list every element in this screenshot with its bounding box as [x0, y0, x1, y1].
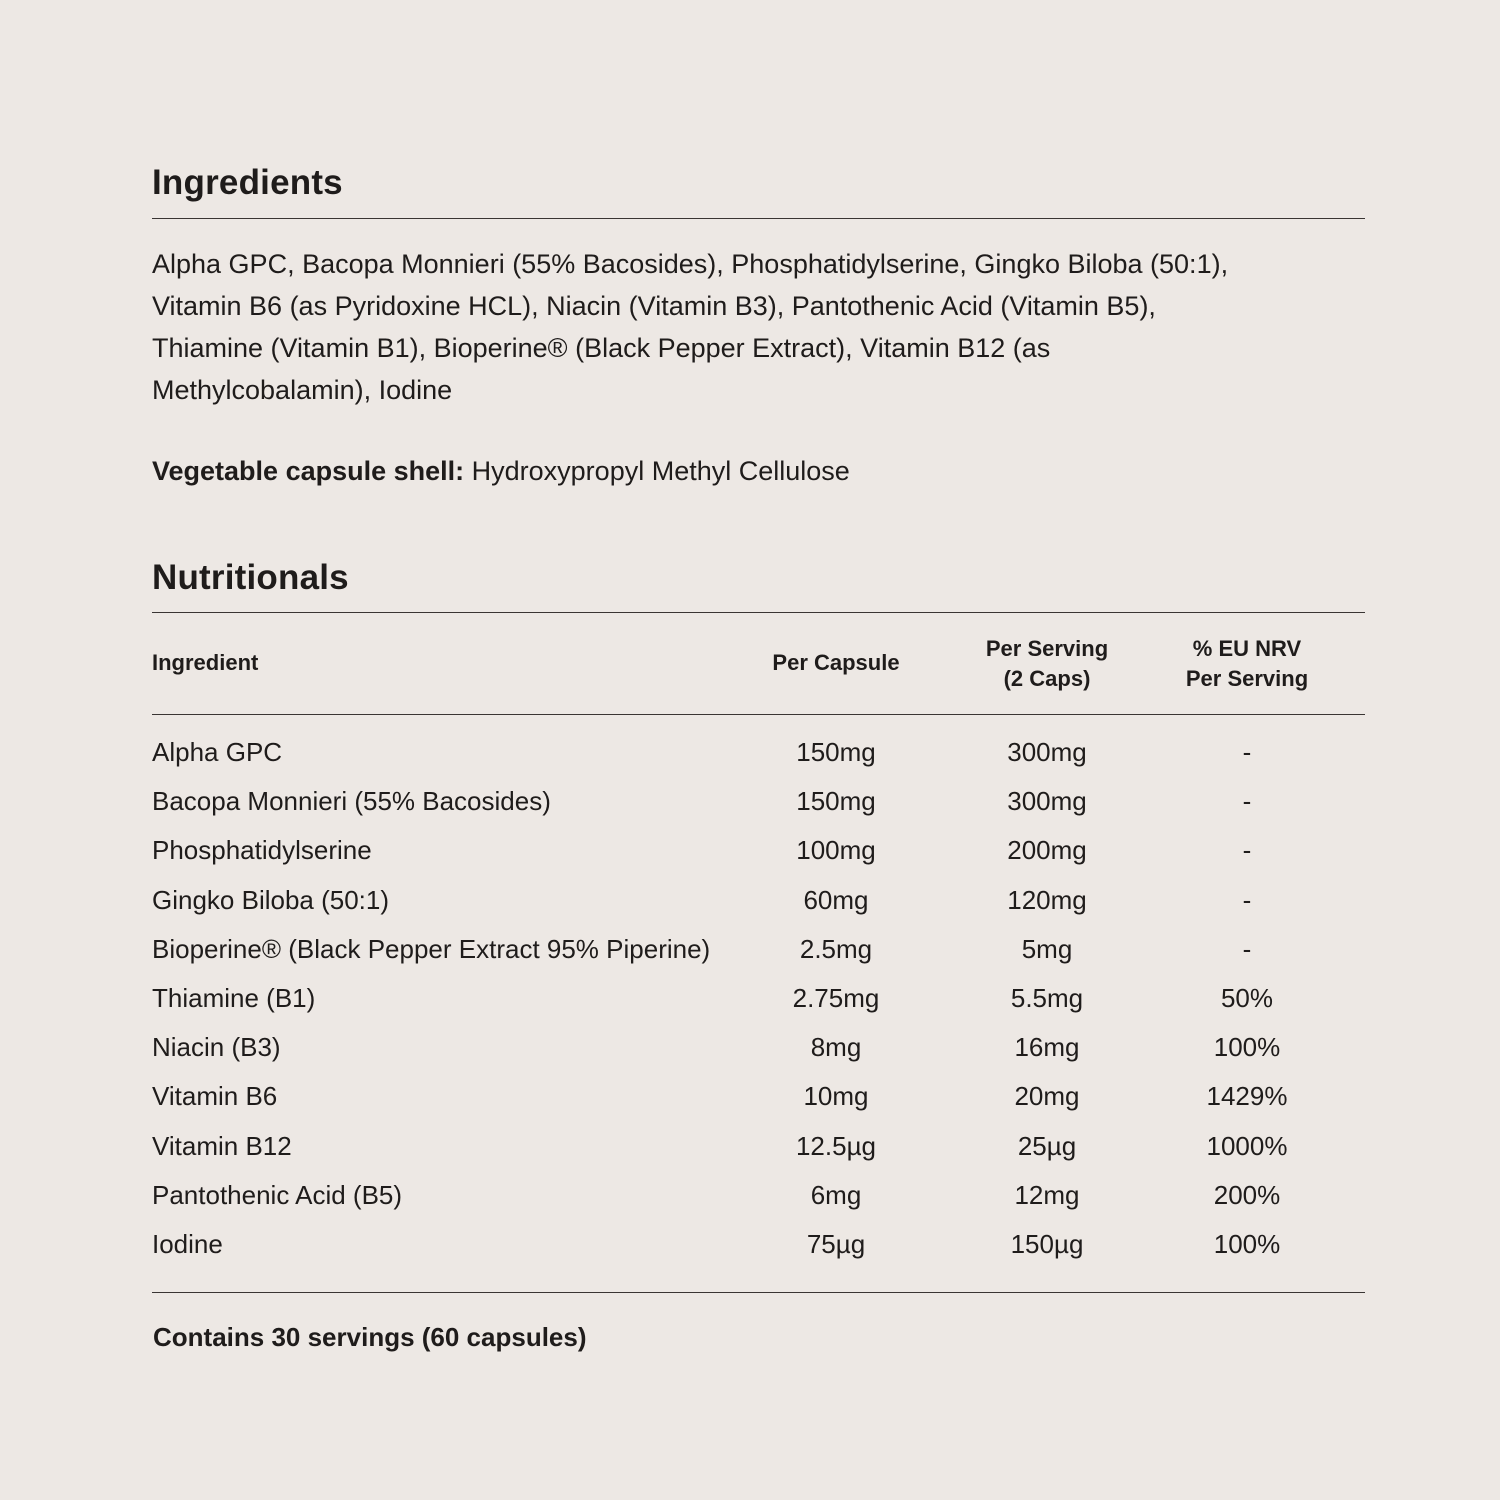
cell-ingredient: Alpha GPC: [152, 737, 283, 767]
cell-ingredient: Vitamin B12: [152, 1130, 292, 1161]
cell-per-capsule: 60mg: [803, 884, 869, 915]
cell-ingredient: Gingko Biloba (50:1): [152, 884, 390, 915]
servings-note: Contains 30 servings (60 capsules): [153, 1322, 587, 1352]
cell-per-serving: 5.5mg: [1010, 983, 1084, 1013]
cell-nrv: 100%: [1213, 1032, 1281, 1063]
table-header: Ingredient Per Capsule Per Serving (2 Ca…: [152, 634, 1365, 698]
cell-ingredient: Phosphatidylserine: [152, 835, 372, 866]
table-row: Vitamin B12 12.5µg 25µg 1000%: [152, 1126, 1365, 1166]
table-row: Pantothenic Acid (B5) 6mg 12mg 200%: [152, 1175, 1365, 1215]
cell-per-serving: 120mg: [1007, 884, 1087, 915]
table-row: Alpha GPC 150mg 300mg -: [152, 732, 1365, 772]
ingredients-line: Thiamine (Vitamin B1), Bioperine® (Black…: [152, 333, 1051, 363]
col-header-per-capsule: Per Capsule: [772, 650, 900, 675]
capsule-shell-label: Vegetable capsule shell:: [152, 456, 465, 486]
cell-per-capsule: 12.5µg: [795, 1130, 877, 1161]
cell-per-serving: 16mg: [1014, 1032, 1080, 1063]
divider: [152, 218, 1365, 219]
cell-ingredient: Pantothenic Acid (B5): [152, 1179, 403, 1210]
cell-nrv: 50%: [1220, 983, 1274, 1013]
table-row: Thiamine (B1) 2.75mg 5.5mg 50%: [152, 978, 1365, 1018]
cell-per-capsule: 75µg: [806, 1229, 866, 1259]
nutritionals-heading: Nutritionals: [152, 558, 349, 597]
cell-per-capsule: 8mg: [810, 1032, 862, 1063]
capsule-shell-info: Vegetable capsule shell: Hydroxypropyl M…: [152, 456, 850, 487]
cell-per-serving: 12mg: [1014, 1179, 1080, 1210]
cell-per-serving: 150µg: [1010, 1229, 1084, 1259]
cell-per-capsule: 150mg: [796, 737, 876, 767]
cell-per-serving: 25µg: [1017, 1130, 1077, 1161]
cell-per-capsule: 2.5mg: [799, 933, 873, 964]
table-row: Iodine 75µg 150µg 100%: [152, 1224, 1365, 1264]
cell-nrv: -: [1242, 786, 1252, 817]
cell-per-capsule: 100mg: [796, 835, 876, 866]
col-header-per-serving: Per Serving (2 Caps): [985, 636, 1109, 691]
cell-nrv: -: [1242, 737, 1252, 767]
cell-nrv: -: [1242, 884, 1252, 915]
ingredients-heading: Ingredients: [152, 163, 343, 202]
divider: [152, 1292, 1365, 1293]
table-row: Bacopa Monnieri (55% Bacosides) 150mg 300m…: [152, 781, 1365, 821]
table-row: Niacin (B3) 8mg 16mg 100%: [152, 1027, 1365, 1067]
divider: [152, 612, 1365, 613]
ingredients-list: Alpha GPC, Bacopa Monnieri (55% Bacoside…: [152, 243, 1228, 411]
cell-per-serving: 20mg: [1014, 1081, 1080, 1112]
table-row: Gingko Biloba (50:1) 60mg 120mg -: [152, 880, 1365, 920]
cell-per-serving: 300mg: [1007, 737, 1087, 767]
cell-nrv: 1429%: [1206, 1081, 1288, 1112]
table-row: Bioperine® (Black Pepper Extract 95% Pip…: [152, 929, 1365, 969]
ingredients-line: Vitamin B6 (as Pyridoxine HCL), Niacin (…: [152, 291, 1156, 321]
divider: [152, 714, 1365, 715]
cell-per-capsule: 6mg: [810, 1179, 862, 1210]
cell-per-capsule: 150mg: [796, 786, 876, 817]
cell-ingredient: Iodine: [152, 1229, 223, 1259]
cell-ingredient: Bioperine® (Black Pepper Extract 95% Pip…: [152, 933, 711, 964]
cell-ingredient: Vitamin B6: [152, 1081, 278, 1112]
col-header-nrv: % EU NRV Per Serving: [1185, 636, 1309, 691]
capsule-shell-value: Hydroxypropyl Methyl Cellulose: [464, 456, 850, 486]
cell-per-capsule: 2.75mg: [792, 983, 880, 1013]
ingredients-line: Alpha GPC, Bacopa Monnieri (55% Bacoside…: [152, 249, 1229, 279]
table-row: Vitamin B6 10mg 20mg 1429%: [152, 1076, 1365, 1116]
col-header-ingredient: Ingredient: [152, 650, 259, 675]
cell-per-capsule: 10mg: [803, 1081, 869, 1112]
cell-per-serving: 200mg: [1007, 835, 1087, 866]
table-row: Phosphatidylserine 100mg 200mg -: [152, 830, 1365, 870]
cell-ingredient: Thiamine (B1): [152, 983, 316, 1013]
cell-nrv: -: [1242, 933, 1252, 964]
cell-per-serving: 300mg: [1007, 786, 1087, 817]
cell-ingredient: Niacin (B3): [152, 1032, 281, 1063]
cell-nrv: 200%: [1213, 1179, 1281, 1210]
cell-nrv: -: [1242, 835, 1252, 866]
cell-nrv: 100%: [1213, 1229, 1281, 1259]
ingredients-line: Methylcobalamin), Iodine: [152, 375, 453, 405]
cell-ingredient: Bacopa Monnieri (55% Bacosides): [152, 786, 551, 817]
cell-per-serving: 5mg: [1021, 933, 1073, 964]
cell-nrv: 1000%: [1206, 1130, 1288, 1161]
